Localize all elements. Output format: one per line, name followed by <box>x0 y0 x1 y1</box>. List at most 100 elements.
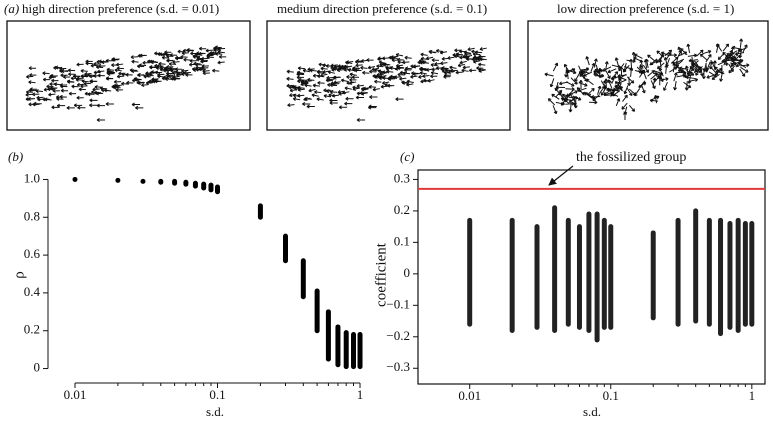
agent-arrow <box>48 92 56 97</box>
agent-arrow <box>81 79 89 84</box>
agent-arrow <box>399 76 407 81</box>
agent-arrow <box>28 66 36 71</box>
agent-arrow <box>396 65 405 70</box>
agent-arrow <box>316 69 325 74</box>
panel-title: low direction preference (s.d. = 1) <box>557 1 734 16</box>
agent-arrow <box>60 88 69 93</box>
agent-arrow <box>410 74 418 79</box>
agent-arrow <box>292 93 301 98</box>
agent-arrow <box>96 118 105 122</box>
agent-arrow <box>98 59 106 64</box>
agent-arrow <box>467 47 475 52</box>
agent-arrow <box>83 81 92 86</box>
agent-arrow <box>134 77 142 82</box>
agent-arrow <box>573 100 578 109</box>
y-tick-label: 0.4 <box>24 284 41 299</box>
agent-arrow <box>327 77 335 82</box>
agent-arrow <box>323 94 331 98</box>
agent-arrow <box>574 73 580 82</box>
agent-arrow <box>461 68 469 73</box>
agent-arrow <box>56 103 66 108</box>
agent-arrow <box>340 64 348 69</box>
y-axis-label: ρ <box>11 271 27 279</box>
agent-arrow <box>60 84 68 89</box>
agent-arrow <box>419 71 427 76</box>
agent-arrow <box>298 77 306 82</box>
agent-arrow <box>693 63 699 73</box>
annotation: the fossilized group <box>576 150 686 165</box>
agent-arrow <box>114 68 122 73</box>
agent-arrow <box>419 66 427 71</box>
agent-arrow <box>172 60 180 65</box>
agent-arrow <box>653 75 661 84</box>
agent-arrow <box>346 80 354 85</box>
agent-arrow <box>379 74 387 79</box>
agent-arrow <box>180 54 188 59</box>
agent-arrow <box>99 86 108 91</box>
agent-arrow <box>314 90 322 95</box>
agent-arrow <box>33 101 42 106</box>
y-tick-label: 0.2 <box>24 322 40 337</box>
agent-arrow <box>317 80 325 85</box>
agent-arrow <box>80 68 88 73</box>
agent-arrow <box>168 62 177 67</box>
agent-arrow <box>356 118 365 122</box>
agent-arrow <box>382 80 390 85</box>
x-tick-label: 0.01 <box>64 387 87 402</box>
agent-arrow <box>464 51 472 56</box>
agent-arrow <box>150 60 158 65</box>
agent-arrow <box>129 68 137 73</box>
agent-arrow <box>406 79 414 84</box>
agent-arrow <box>62 75 71 80</box>
agent-arrow <box>658 53 665 63</box>
agent-arrow <box>149 65 157 70</box>
agent-arrow <box>468 68 477 73</box>
agent-arrow <box>356 83 364 88</box>
agent-arrow <box>77 105 86 110</box>
agent-arrow <box>734 59 744 65</box>
agent-arrow <box>552 105 558 115</box>
agent-arrow <box>192 68 201 72</box>
agent-arrow <box>136 80 144 85</box>
agent-arrow <box>217 50 225 55</box>
agent-arrow <box>164 50 172 55</box>
agent-arrow <box>736 47 742 57</box>
agent-arrow <box>430 74 438 79</box>
agent-arrow <box>589 100 598 105</box>
agent-arrow <box>49 82 57 87</box>
agent-arrow <box>68 91 77 96</box>
agent-arrow <box>678 51 688 57</box>
agent-arrow <box>355 95 365 100</box>
agent-arrow <box>673 81 678 91</box>
agent-arrow <box>92 87 100 92</box>
agent-arrow <box>303 97 311 102</box>
agent-arrow <box>423 78 431 83</box>
agent-arrow <box>420 52 428 57</box>
agent-arrow <box>389 66 397 70</box>
agent-arrow <box>28 80 36 85</box>
agent-arrow <box>462 65 470 70</box>
agent-arrow <box>565 87 575 92</box>
agent-arrow <box>688 78 699 82</box>
agent-arrow <box>600 87 607 96</box>
agent-arrow <box>71 84 79 89</box>
agent-arrow <box>739 68 746 77</box>
agent-arrow <box>44 97 52 102</box>
agent-arrow <box>61 69 69 73</box>
agent-arrow <box>390 55 399 59</box>
agent-arrow <box>308 88 316 93</box>
agent-arrow <box>479 47 487 51</box>
agent-arrow <box>396 57 405 62</box>
agent-arrow <box>89 98 98 103</box>
agent-arrow <box>686 43 691 53</box>
agent-arrow <box>329 101 338 105</box>
agent-arrow <box>644 58 649 69</box>
agent-arrow <box>547 98 556 106</box>
agent-arrow <box>116 74 125 79</box>
agent-arrow <box>730 58 740 63</box>
agent-arrow <box>304 83 312 88</box>
agent-arrow <box>189 58 197 63</box>
agent-arrow <box>617 79 627 85</box>
agent-arrow <box>570 77 578 85</box>
